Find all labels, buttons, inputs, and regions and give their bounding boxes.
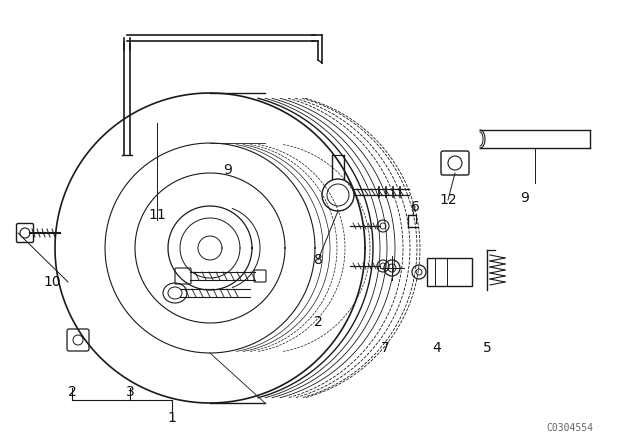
Text: 2: 2 bbox=[314, 315, 323, 329]
Text: 5: 5 bbox=[483, 341, 492, 355]
Text: 9: 9 bbox=[223, 163, 232, 177]
Text: 3: 3 bbox=[125, 385, 134, 399]
Text: 11: 11 bbox=[148, 208, 166, 222]
Text: 10: 10 bbox=[43, 275, 61, 289]
Text: 6: 6 bbox=[411, 200, 419, 214]
Text: 7: 7 bbox=[381, 341, 389, 355]
Text: 12: 12 bbox=[439, 193, 457, 207]
Text: 1: 1 bbox=[168, 411, 177, 425]
Text: 9: 9 bbox=[520, 191, 529, 205]
Text: 8: 8 bbox=[314, 253, 323, 267]
Text: 4: 4 bbox=[433, 341, 442, 355]
Text: C0304554: C0304554 bbox=[547, 423, 593, 433]
Text: 2: 2 bbox=[68, 385, 76, 399]
Bar bbox=[427, 258, 472, 286]
